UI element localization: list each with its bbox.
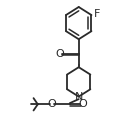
Text: F: F (94, 9, 100, 19)
Text: O: O (47, 99, 56, 109)
Text: O: O (78, 99, 87, 109)
Text: O: O (55, 49, 64, 59)
Text: N: N (74, 92, 83, 102)
